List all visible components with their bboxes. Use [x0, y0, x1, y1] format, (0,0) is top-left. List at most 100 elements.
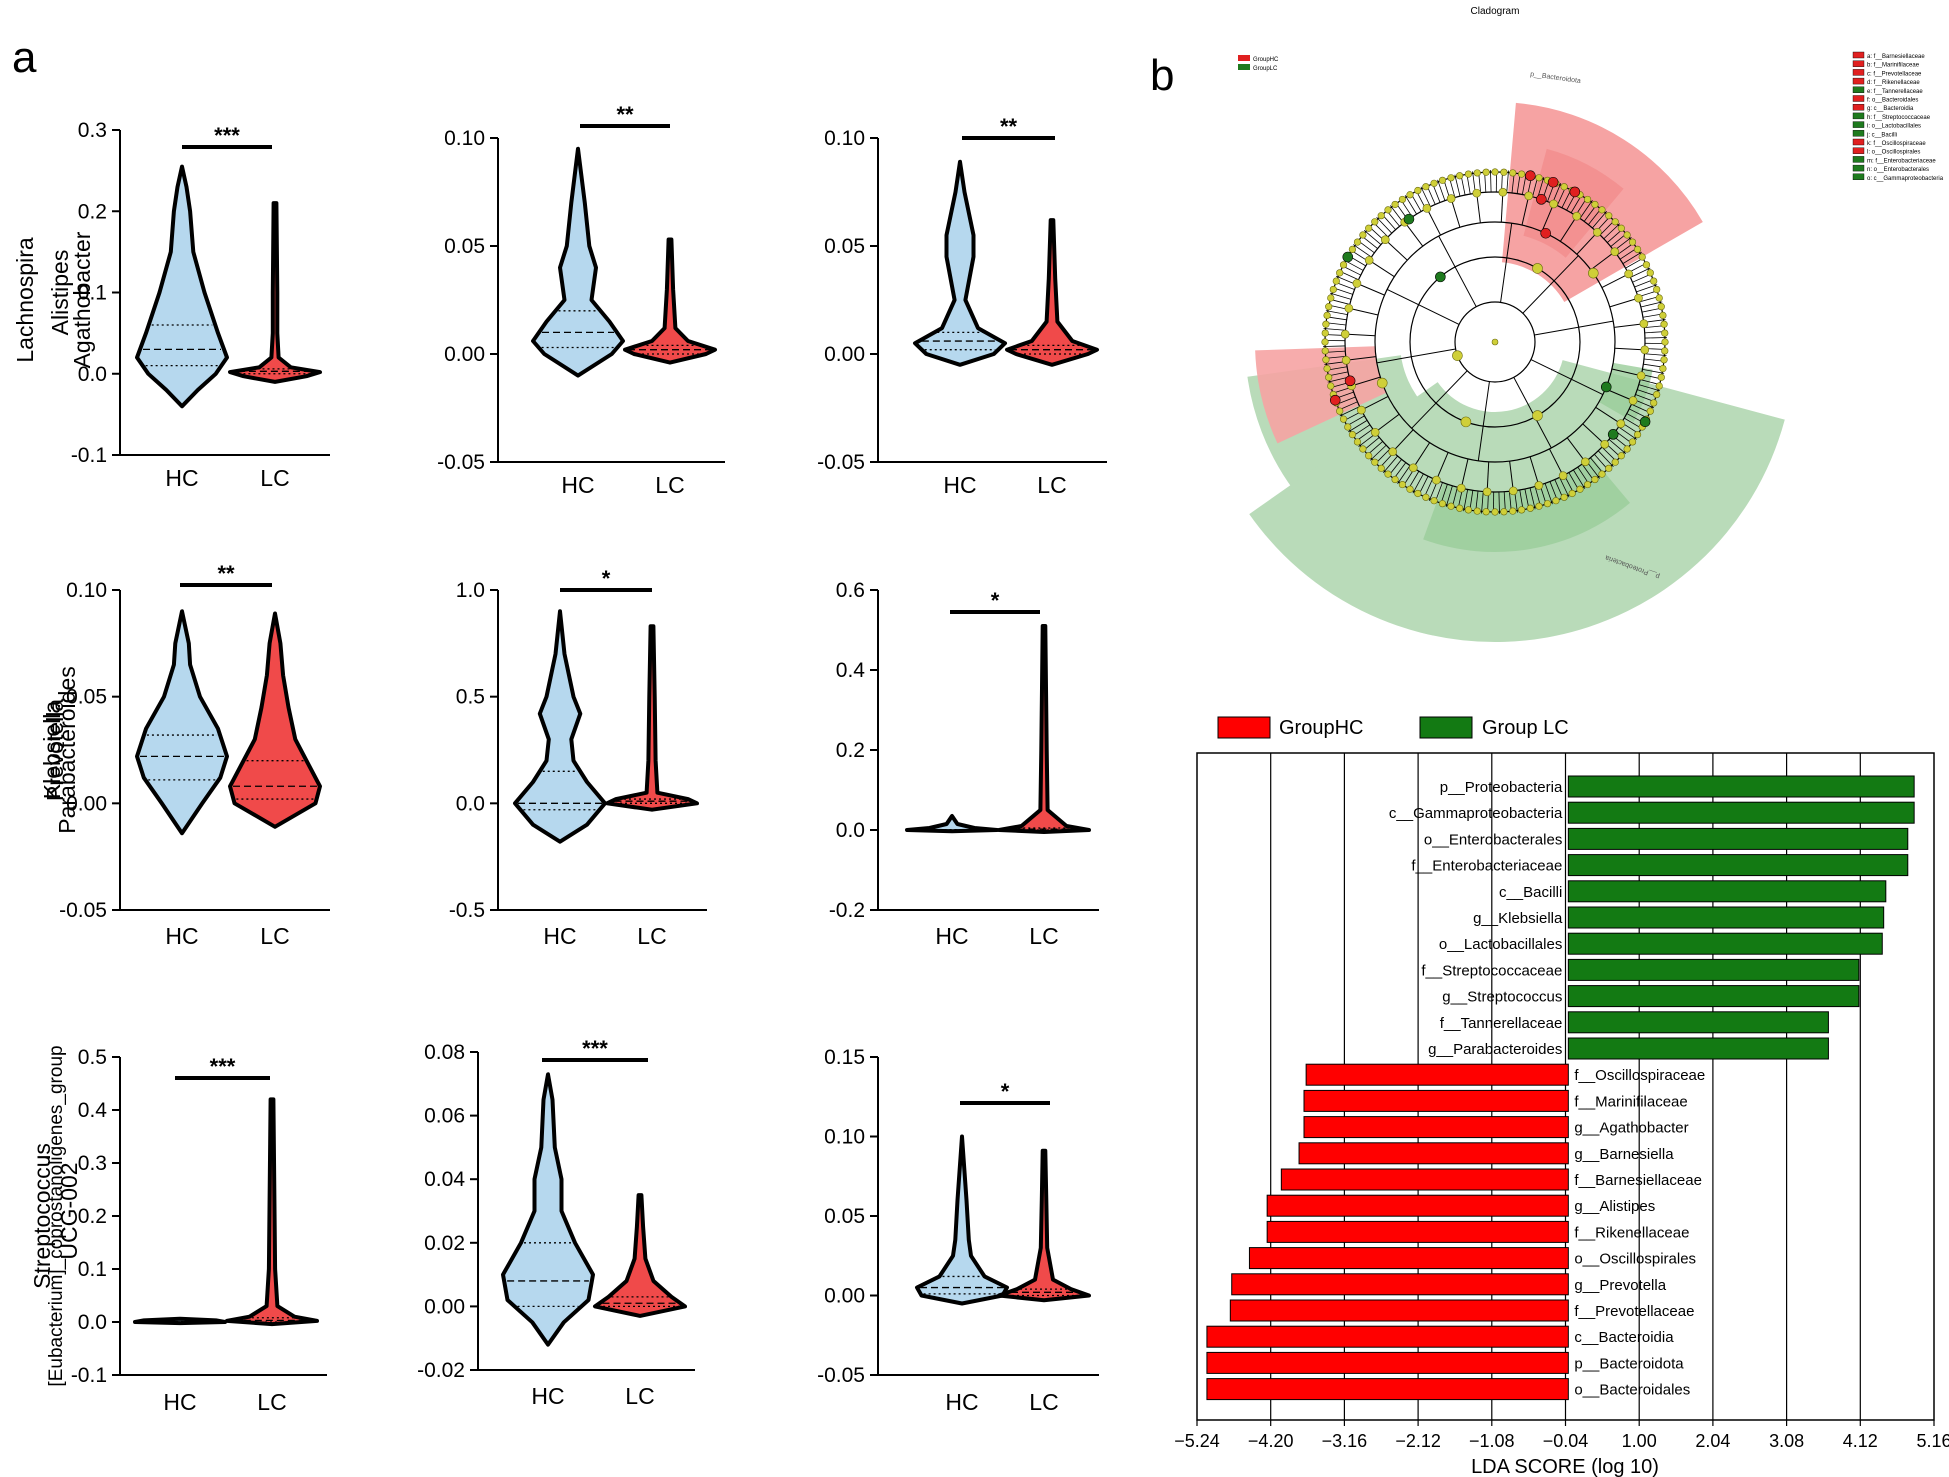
clado-branch — [1609, 297, 1639, 308]
violin-lc — [593, 1193, 687, 1318]
clado-node — [1365, 224, 1373, 232]
clado-branch — [1363, 229, 1382, 245]
violin-chart-5: 1.0 0.5 0.0 -0.5 Prevotella HC LC * — [42, 566, 707, 949]
clado-node — [1370, 427, 1380, 437]
clado-branch — [1412, 473, 1424, 494]
clado-branch — [1351, 376, 1381, 387]
y-axis-title: Lachnospira — [12, 237, 38, 363]
clado-branch — [1605, 388, 1634, 402]
clado-branch — [1590, 251, 1616, 271]
clado-highlight-node — [1569, 186, 1581, 198]
clado-branch — [1611, 368, 1642, 377]
cladogram-key-swatch — [1852, 86, 1865, 94]
cladogram-key-swatch — [1852, 69, 1865, 76]
lda-bar — [1206, 1325, 1569, 1348]
cladogram-key-label: a: f__Barnesiellaceae — [1867, 54, 1925, 60]
clado-branch — [1463, 489, 1469, 512]
clado-node — [1388, 447, 1398, 457]
cladogram-key-label: g: c__Bacteroidia — [1867, 106, 1914, 112]
y-tick-label: 0.0 — [836, 819, 865, 842]
clado-node — [1336, 407, 1344, 415]
lda-x-tick-label: 3.08 — [1769, 1431, 1804, 1451]
lda-bar-label: c__Gammaproteobacteria — [1389, 805, 1563, 822]
clado-branch — [1576, 231, 1598, 255]
y-tick-label: 0.1 — [78, 282, 107, 305]
clado-branch — [1325, 310, 1348, 316]
y-tick-label: 0.04 — [424, 1168, 465, 1191]
lda-bar-label: g__Alistipes — [1574, 1198, 1655, 1215]
x-tick-label-lc: LC — [257, 1389, 286, 1415]
lda-bar-chart: GroupHC Group LC −5.24 −4.20 −3.16 −2.12 −1.… — [1174, 716, 1949, 1477]
clado-node — [1650, 399, 1658, 407]
lda-bar-label: f__Marinifilaceae — [1574, 1093, 1687, 1110]
lda-bar-label: f__Tannerellaceae — [1440, 1015, 1563, 1032]
clado-node — [1610, 247, 1620, 257]
clado-node — [1321, 329, 1329, 337]
y-axis-title: Prevotella — [42, 699, 68, 801]
clado-node — [1639, 319, 1649, 329]
cladogram-legend-label: GroupHC — [1253, 57, 1279, 63]
cladogram-key-swatch — [1852, 138, 1865, 146]
clado-node — [1628, 238, 1637, 246]
clado-node — [1572, 211, 1581, 221]
y-axis-title: UCG-002 — [56, 1162, 82, 1259]
lda-plot-area: −5.24 −4.20 −3.16 −2.12 −1.08 −0.04 1.00 2.04 3.… — [1174, 752, 1949, 1451]
clado-node — [1380, 235, 1390, 245]
clado-node — [1534, 481, 1544, 490]
clado-node — [1482, 487, 1492, 497]
clado-branch — [1559, 477, 1570, 498]
clado-node — [1532, 410, 1543, 421]
clado-branch — [1530, 359, 1604, 396]
cladogram-key-swatch — [1852, 112, 1865, 120]
clado-ring — [1344, 191, 1646, 493]
cladogram-tree — [1247, 102, 1785, 643]
cladogram-legend-swatch — [1238, 64, 1250, 70]
cladogram-key-swatch — [1852, 164, 1865, 172]
lda-x-tick-label: −5.24 — [1174, 1431, 1220, 1451]
clado-branch — [1642, 368, 1665, 374]
clado-branch — [1323, 328, 1346, 331]
panel-label-a: a — [12, 33, 37, 82]
lda-bar — [1567, 801, 1915, 824]
clado-highlight-node — [1536, 194, 1547, 205]
clado-node — [1391, 475, 1399, 484]
cladogram-key-label: h: f__Streptococcaceae — [1867, 115, 1931, 121]
violin-lc — [605, 624, 699, 812]
clado-node — [1371, 218, 1379, 226]
clado-node — [1482, 168, 1490, 176]
clado-branch — [1603, 223, 1621, 240]
y-axis-title: Streptococcus — [29, 1143, 55, 1289]
clado-branch — [1339, 406, 1360, 417]
violin-chart-2: 0.10 0.05 0.00 -0.05 Agathobacter HC LC ** — [69, 102, 725, 498]
clado-branch — [1323, 345, 1346, 347]
cladogram-key-swatch — [1852, 156, 1865, 163]
y-tick-label: 0.0 — [78, 363, 107, 386]
clado-branch — [1412, 442, 1431, 469]
lda-bar-label: f__Barnesiellaceae — [1574, 1172, 1702, 1189]
significance-stars: ** — [1000, 114, 1018, 139]
clado-node — [1409, 463, 1418, 473]
clado-branch — [1376, 216, 1393, 234]
lda-legend-hc-label: GroupHC — [1279, 717, 1363, 739]
clado-node — [1655, 294, 1663, 302]
y-tick-label: -0.05 — [437, 451, 485, 474]
lda-bar-label: f__Enterobacteriaceae — [1411, 858, 1562, 875]
clado-node — [1558, 471, 1568, 480]
clado-node — [1460, 416, 1472, 428]
clado-node — [1329, 285, 1337, 294]
clado-branch — [1644, 353, 1667, 356]
significance-stars: *** — [210, 1054, 236, 1079]
lda-bar — [1567, 880, 1887, 903]
clado-node — [1636, 371, 1646, 381]
clado-node — [1321, 338, 1329, 346]
y-tick-label: 0.15 — [824, 1046, 865, 1069]
violin-lc — [623, 237, 717, 365]
lda-bar-label: o__Enterobacterales — [1424, 831, 1562, 848]
y-axis-title: Klebsiella — [39, 701, 65, 800]
lda-bar — [1567, 958, 1860, 981]
clado-node — [1327, 382, 1335, 390]
clado-node — [1414, 186, 1422, 195]
lda-bar-label: o__Lactobacillales — [1439, 936, 1562, 953]
clado-node — [1482, 508, 1490, 516]
y-axis-title: Agathobacter — [69, 231, 95, 368]
